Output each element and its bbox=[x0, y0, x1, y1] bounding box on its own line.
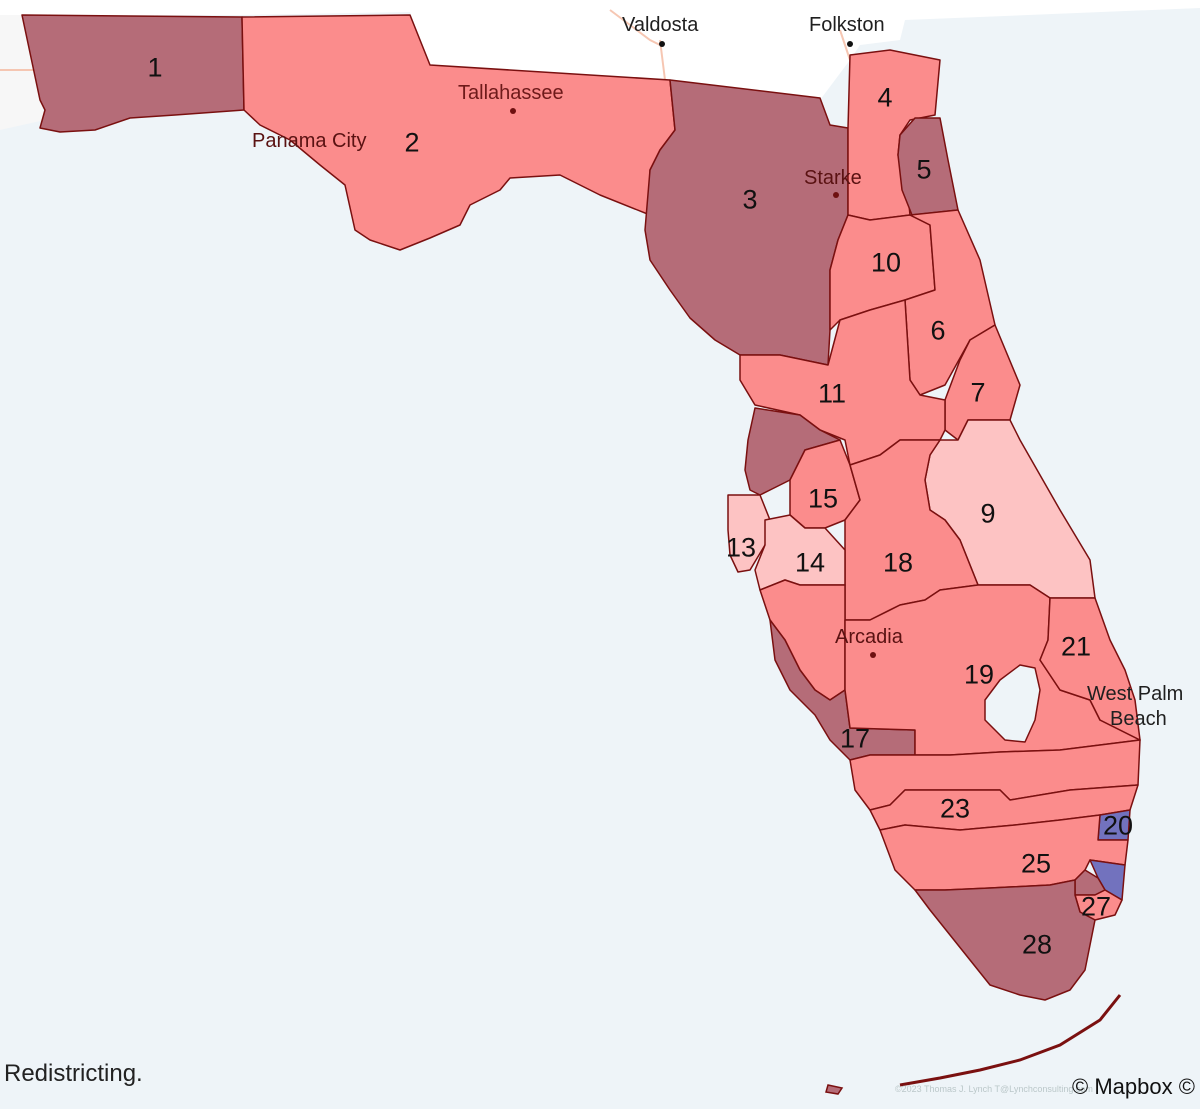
district-label-28: 28 bbox=[1021, 929, 1053, 960]
district-15[interactable] bbox=[789, 439, 861, 529]
district-label-19: 19 bbox=[963, 659, 995, 690]
city-label-west-palm: West Palm bbox=[1087, 683, 1184, 705]
district-12[interactable] bbox=[744, 407, 841, 496]
district-7[interactable] bbox=[944, 324, 1021, 441]
district-label-3: 3 bbox=[742, 184, 758, 215]
district-label-14: 14 bbox=[794, 547, 826, 578]
city-label-arcadia: Arcadia bbox=[835, 626, 903, 648]
map-caption: Redistricting. bbox=[4, 1060, 143, 1087]
district-label-23: 23 bbox=[939, 793, 971, 824]
district-label-20: 20 bbox=[1102, 810, 1134, 841]
district-label-11: 11 bbox=[817, 378, 847, 409]
mapbox-attribution[interactable]: © Mapbox © bbox=[1072, 1074, 1195, 1099]
city-label-folkston: Folkston bbox=[809, 14, 885, 36]
key-west bbox=[825, 1084, 844, 1095]
district-label-2: 2 bbox=[404, 127, 420, 158]
district-label-6: 6 bbox=[930, 315, 946, 346]
alabama-land bbox=[0, 15, 45, 130]
city-label-valdosta: Valdosta bbox=[622, 14, 699, 36]
district-label-21: 21 bbox=[1060, 631, 1092, 662]
florida-keys bbox=[899, 994, 1122, 1087]
district-label-27: 27 bbox=[1080, 891, 1112, 922]
district-label-25: 25 bbox=[1020, 848, 1052, 879]
arcadia-marker bbox=[870, 652, 876, 658]
district-label-7: 7 bbox=[970, 377, 986, 408]
district-label-4: 4 bbox=[877, 82, 893, 113]
district-label-15: 15 bbox=[807, 483, 839, 514]
district-28[interactable] bbox=[914, 879, 1096, 1001]
lake-okeechobee bbox=[984, 664, 1041, 743]
district-label-13: 13 bbox=[725, 532, 757, 563]
district-21[interactable] bbox=[1039, 597, 1141, 741]
georgia-land bbox=[0, 0, 1200, 100]
district-13[interactable] bbox=[727, 494, 771, 573]
city-label-beach: Beach bbox=[1110, 708, 1167, 730]
city-label-starke: Starke bbox=[804, 167, 862, 189]
tallahassee-marker bbox=[510, 108, 516, 114]
folkston-marker bbox=[847, 41, 853, 47]
district-6[interactable] bbox=[904, 209, 996, 396]
district-label-9: 9 bbox=[980, 498, 996, 529]
valdosta-marker bbox=[659, 41, 665, 47]
district-label-17: 17 bbox=[839, 723, 871, 754]
district-label-1: 1 bbox=[147, 52, 163, 83]
district-label-5: 5 bbox=[916, 154, 932, 185]
district-label-10: 10 bbox=[870, 247, 902, 278]
district-label-18: 18 bbox=[882, 547, 914, 578]
starke-marker bbox=[833, 192, 839, 198]
city-label-panama-city: Panama City bbox=[252, 130, 367, 152]
map-credit: ©2023 Thomas J. Lynch T@Lynchconsulting.… bbox=[895, 1084, 1093, 1094]
district-layer bbox=[21, 14, 1141, 1001]
city-label-tallahassee: Tallahassee bbox=[458, 82, 564, 104]
